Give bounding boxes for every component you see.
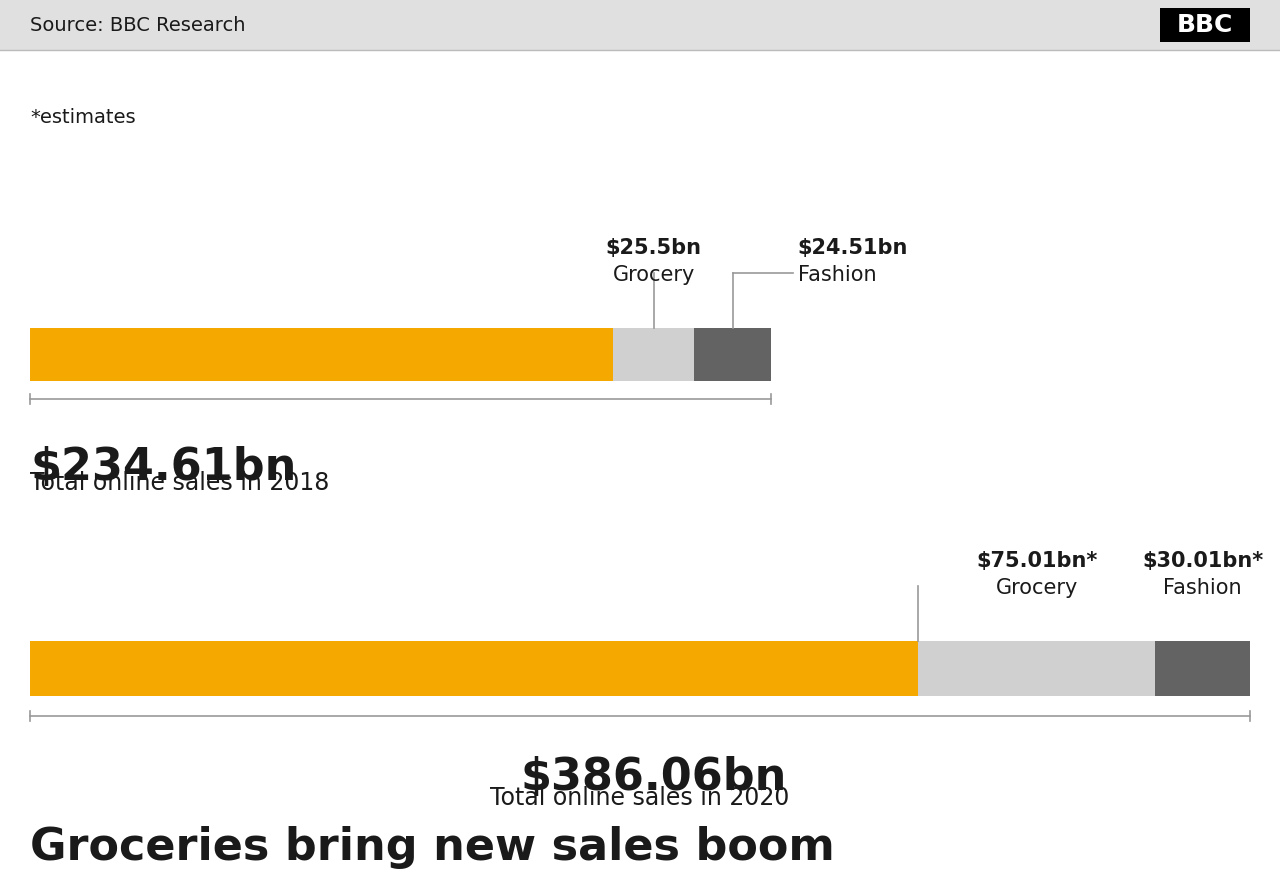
Text: $234.61bn: $234.61bn (29, 446, 297, 489)
Text: Total online sales in 2020: Total online sales in 2020 (490, 786, 790, 810)
Text: Grocery: Grocery (612, 265, 695, 285)
Bar (613, 328, 694, 381)
Text: $25.5bn: $25.5bn (605, 238, 701, 258)
Text: $24.51bn: $24.51bn (797, 238, 908, 258)
Bar (29, 328, 613, 381)
Bar (1160, 8, 1251, 42)
Text: $30.01bn*: $30.01bn* (1142, 551, 1263, 571)
Text: $75.01bn*: $75.01bn* (975, 551, 1097, 571)
Bar (694, 328, 772, 381)
Text: *estimates: *estimates (29, 108, 136, 127)
Text: $386.06bn: $386.06bn (520, 756, 786, 799)
Text: Source: BBC Research: Source: BBC Research (29, 15, 246, 35)
Text: Fashion: Fashion (797, 265, 877, 285)
Text: Grocery: Grocery (996, 578, 1078, 598)
Text: Groceries bring new sales boom: Groceries bring new sales boom (29, 826, 835, 869)
Bar (0, 0, 1280, 50)
Bar (918, 641, 1155, 696)
Text: Total online sales in 2018: Total online sales in 2018 (29, 471, 329, 495)
Bar (29, 641, 918, 696)
Text: Fashion: Fashion (1164, 578, 1242, 598)
Bar (1155, 641, 1251, 696)
Text: BBC: BBC (1176, 13, 1233, 37)
